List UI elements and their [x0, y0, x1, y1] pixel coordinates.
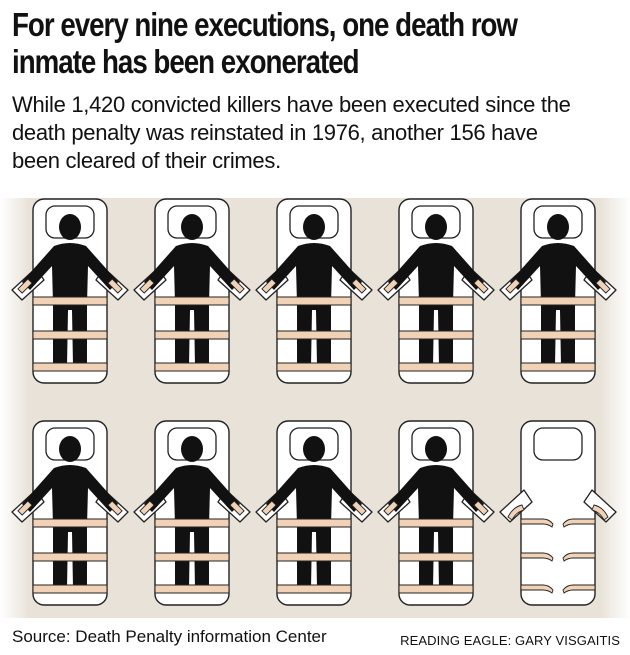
- body-strap-2: [32, 552, 108, 562]
- subheadline-line-3: been cleared of their crimes.: [12, 148, 281, 173]
- body-strap-2: [276, 330, 352, 340]
- wrist-strap-left: [139, 278, 155, 294]
- gurney-executed-9: [377, 420, 495, 606]
- wrist-strap-right: [351, 278, 367, 294]
- gurney-executed-4: [377, 198, 495, 384]
- body-strap-1: [154, 518, 230, 528]
- headline-line-2: inmate has been exonerated: [12, 43, 360, 80]
- body-strap-1: [154, 296, 230, 306]
- gurney-bed: [520, 420, 596, 606]
- body-strap-3: [520, 362, 596, 372]
- wrist-strap-right: [107, 278, 123, 294]
- inmate-head: [181, 214, 203, 240]
- gurney-arm-board-right: [583, 489, 617, 523]
- gurney-pillow: [533, 427, 583, 461]
- wrist-strap-right: [107, 500, 123, 516]
- wrist-strap-left: [383, 500, 399, 516]
- wrist-strap-left: [17, 278, 33, 294]
- body-strap-1: [276, 518, 352, 528]
- inmate-head: [59, 436, 81, 462]
- loose-strap-left-1: [520, 518, 554, 528]
- wrist-strap-right: [473, 278, 489, 294]
- body-strap-2: [398, 552, 474, 562]
- gurney-executed-8: [255, 420, 373, 606]
- loose-strap-left-3: [520, 584, 554, 594]
- body-strap-2: [32, 330, 108, 340]
- body-strap-2: [520, 330, 596, 340]
- gurney-executed-3: [255, 198, 373, 384]
- gurney-executed-5: [499, 198, 617, 384]
- loose-strap-right-2: [562, 552, 596, 562]
- body-strap-3: [276, 362, 352, 372]
- body-strap-3: [32, 362, 108, 372]
- subheadline: While 1,420 convicted killers have been …: [12, 91, 622, 175]
- gurney-executed-1: [11, 198, 129, 384]
- body-strap-3: [154, 584, 230, 594]
- body-strap-1: [32, 296, 108, 306]
- body-strap-3: [276, 584, 352, 594]
- gurney-graphic: [0, 198, 630, 618]
- wrist-strap-right: [351, 500, 367, 516]
- body-strap-1: [398, 296, 474, 306]
- inmate-head: [547, 214, 569, 240]
- body-strap-3: [154, 362, 230, 372]
- inmate-head: [425, 214, 447, 240]
- source-note: Source: Death Penalty information Center: [12, 627, 327, 646]
- wrist-strap-left: [261, 500, 277, 516]
- headline: For every nine executions, one death row…: [12, 6, 617, 80]
- background-fade-left: [0, 198, 30, 618]
- body-strap-2: [398, 330, 474, 340]
- body-strap-1: [398, 518, 474, 528]
- gurney-executed-2: [133, 198, 251, 384]
- wrist-strap-left: [505, 278, 521, 294]
- subheadline-line-1: While 1,420 convicted killers have been …: [12, 92, 571, 117]
- wrist-strap-right: [229, 500, 245, 516]
- loose-wrist-strap-right: [591, 504, 609, 521]
- loose-strap-right-3: [562, 584, 596, 594]
- inmate-head: [59, 214, 81, 240]
- gurney-executed-6: [11, 420, 129, 606]
- loose-strap-right-1: [562, 518, 596, 528]
- wrist-strap-left: [139, 500, 155, 516]
- wrist-strap-left: [261, 278, 277, 294]
- body-strap-1: [32, 518, 108, 528]
- loose-wrist-strap-left: [507, 504, 525, 521]
- body-strap-3: [398, 584, 474, 594]
- body-strap-1: [520, 296, 596, 306]
- graphic-credit: READING EAGLE: GARY VISGAITIS: [400, 633, 620, 648]
- headline-line-1: For every nine executions, one death row: [12, 6, 518, 43]
- loose-strap-left-2: [520, 552, 554, 562]
- body-strap-3: [398, 362, 474, 372]
- body-strap-2: [154, 330, 230, 340]
- body-strap-1: [276, 296, 352, 306]
- inmate-head: [303, 214, 325, 240]
- wrist-strap-left: [17, 500, 33, 516]
- wrist-strap-right: [595, 278, 611, 294]
- gurney-exonerated: [499, 420, 617, 606]
- gurney-arm-board-left: [499, 489, 533, 523]
- background-fade-right: [600, 198, 630, 618]
- wrist-strap-right: [473, 500, 489, 516]
- subheadline-line-2: death penalty was reinstated in 1976, an…: [12, 120, 538, 145]
- gurney-executed-7: [133, 420, 251, 606]
- inmate-head: [181, 436, 203, 462]
- body-strap-2: [154, 552, 230, 562]
- wrist-strap-left: [383, 278, 399, 294]
- inmate-head: [425, 436, 447, 462]
- inmate-head: [303, 436, 325, 462]
- wrist-strap-right: [229, 278, 245, 294]
- body-strap-3: [32, 584, 108, 594]
- body-strap-2: [276, 552, 352, 562]
